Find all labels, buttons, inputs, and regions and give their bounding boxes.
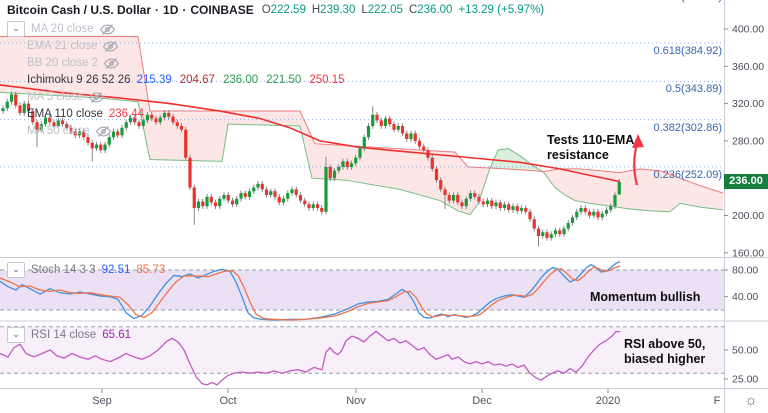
time-tick-label: Dec xyxy=(472,395,492,407)
indicator-label: BB 20 close 2 xyxy=(27,57,98,69)
open-label: O xyxy=(261,4,271,16)
indicator-row-ma5[interactable]: MA 5 close xyxy=(27,89,105,105)
eye-off-icon[interactable] xyxy=(89,90,105,105)
rsi-value: 65.61 xyxy=(102,329,131,341)
eye-off-icon[interactable] xyxy=(103,56,120,71)
stoch-tick-label: 80.00 xyxy=(732,265,758,277)
indicator-row-ma50[interactable]: MA 50 close xyxy=(27,123,111,139)
candlestick-series xyxy=(1,91,621,247)
ichimoku-lead2-value: 250.15 xyxy=(309,74,345,86)
ohlc-values: O222.59 H239.30 L222.05 C236.00 +13.29 (… xyxy=(262,4,544,16)
indicator-row-ichimoku[interactable]: Ichimoku 9 26 52 26 215.39 204.67 236.00… xyxy=(27,72,345,88)
pane-collapse-button[interactable]: ⌄ xyxy=(7,262,25,278)
rsi-annotation-line2: biased higher xyxy=(624,352,706,366)
indicator-label: EMA 110 close xyxy=(27,108,103,120)
indicator-label: MA 20 close xyxy=(31,23,94,35)
stoch-title: Stoch 14 3 3 xyxy=(31,264,96,276)
last-price-badge: 236.00 xyxy=(724,174,768,189)
main-annotation[interactable]: Tests 110-EMA resistance xyxy=(547,133,634,163)
ichimoku-span-a-line xyxy=(0,91,724,216)
rsi-tick-label: 50.00 xyxy=(732,345,758,357)
stoch-legend[interactable]: ⌄ Stoch 14 3 3 92.51 85.73 xyxy=(7,262,165,278)
fib-level-label[interactable]: 0.236(252.09) xyxy=(653,168,723,181)
eye-off-icon[interactable] xyxy=(103,39,119,54)
rsi-band xyxy=(0,326,724,374)
price-tick-label: 200.00 xyxy=(732,210,764,222)
indicator-row-ema21[interactable]: EMA 21 close xyxy=(27,38,119,54)
change-value: +13.29 (+5.97%) xyxy=(458,4,545,16)
open-value: 222.59 xyxy=(270,4,306,16)
price-tick-label: 400.00 xyxy=(732,24,764,36)
main-annotation-line2: resistance xyxy=(547,148,609,162)
price-tick-label: 320.00 xyxy=(732,98,764,110)
stoch-series-%K xyxy=(0,261,621,321)
indicator-label: Ichimoku 9 26 52 26 xyxy=(27,74,131,86)
ichimoku-span-b-line xyxy=(0,35,724,194)
price-tick-label: 360.00 xyxy=(732,61,764,73)
indicator-label: EMA 21 close xyxy=(27,40,98,52)
time-tick-label: Sep xyxy=(92,395,112,407)
indicator-label: MA 50 close xyxy=(27,125,90,137)
ichimoku-cloud xyxy=(0,36,490,215)
stoch-tick-label: 40.00 xyxy=(732,291,758,303)
high-value: 239.30 xyxy=(320,4,356,16)
fib-level-label[interactable]: 0.5(343.89) xyxy=(665,83,722,96)
ichimoku-base-value: 204.67 xyxy=(179,74,215,86)
stoch-d-value: 85.73 xyxy=(136,264,166,276)
rsi-series-RSI xyxy=(0,330,621,386)
time-tick-label: Oct xyxy=(219,395,236,407)
interval-label[interactable]: 1D xyxy=(163,3,179,17)
fib-level-label[interactable]: 0.618(384.92) xyxy=(653,45,723,58)
indicator-row-ma20[interactable]: ⌄ MA 20 close xyxy=(7,21,115,37)
ichimoku-values: 215.39 204.67 236.00 221.50 250.15 xyxy=(137,74,345,86)
ichimoku-cloud xyxy=(490,148,543,172)
header-separator2: · xyxy=(182,3,187,17)
fib-level-label[interactable]: 0.786(443.35) xyxy=(654,0,723,3)
close-label: C xyxy=(408,4,418,16)
eye-off-icon[interactable] xyxy=(95,124,111,139)
stoch-k-value: 92.51 xyxy=(101,264,131,276)
up-arrow-head xyxy=(632,134,644,148)
low-label: L xyxy=(361,4,368,16)
ichimoku-lead1-value: 221.50 xyxy=(266,74,302,86)
time-tick-label: F xyxy=(714,395,721,407)
exchange-label: COINBASE xyxy=(190,3,254,17)
rsi-title: RSI 14 close xyxy=(31,329,97,341)
price-axis-panel[interactable] xyxy=(724,0,768,413)
time-tick-label: Nov xyxy=(346,395,366,407)
indicator-row-bb20[interactable]: BB 20 close 2 xyxy=(27,55,120,71)
time-tick-label: 2020 xyxy=(596,395,620,407)
ichimoku-cloud xyxy=(543,168,723,212)
rsi-tick-label: 25.00 xyxy=(732,374,758,386)
symbol-header: Bitcoin Cash / U.S. Dollar · 1D · COINBA… xyxy=(7,3,544,17)
header-separator: · xyxy=(155,3,160,17)
sun-icon[interactable]: ☼ xyxy=(744,392,758,409)
ema110-line xyxy=(0,84,621,183)
price-tick-label: 280.00 xyxy=(732,135,764,147)
pane-collapse-button[interactable]: ⌄ xyxy=(7,21,25,37)
ichimoku-conversion-value: 215.39 xyxy=(136,74,172,86)
symbol-title[interactable]: Bitcoin Cash / U.S. Dollar xyxy=(7,3,152,17)
main-annotation-line1: Tests 110-EMA xyxy=(547,133,635,147)
low-value: 222.05 xyxy=(367,4,403,16)
fib-level-label[interactable]: 0.382(302.86) xyxy=(653,121,723,134)
high-label: H xyxy=(311,4,321,16)
rsi-annotation-line1: RSI above 50, xyxy=(624,337,706,351)
rsi-annotation[interactable]: RSI above 50, biased higher xyxy=(624,337,705,367)
close-value: 236.00 xyxy=(417,4,453,16)
stoch-series-%D xyxy=(0,265,621,321)
pane-collapse-button[interactable]: ⌄ xyxy=(7,327,25,343)
ema110-value: 236.44 xyxy=(108,108,145,120)
time-axis-panel[interactable] xyxy=(0,389,768,413)
stoch-annotation[interactable]: Momentum bullish xyxy=(590,290,701,304)
rsi-legend[interactable]: ⌄ RSI 14 close 65.61 xyxy=(7,327,131,343)
price-tick-label: 160.00 xyxy=(732,247,764,259)
ichimoku-lagging-value: 236.00 xyxy=(222,74,259,86)
indicator-row-ema110[interactable]: EMA 110 close 236.44 xyxy=(27,106,144,122)
eye-off-icon[interactable] xyxy=(99,22,115,37)
indicator-label: MA 5 close xyxy=(27,91,84,103)
